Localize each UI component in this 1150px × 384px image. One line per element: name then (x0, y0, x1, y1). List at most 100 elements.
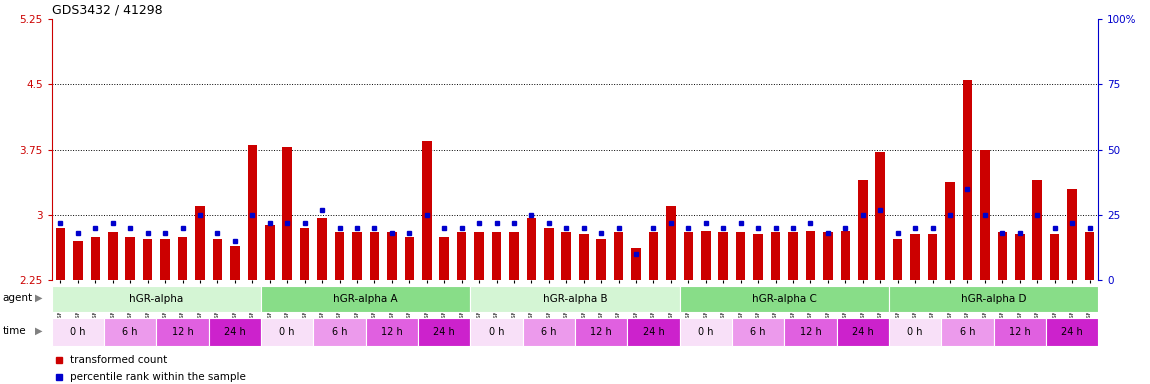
Bar (313, 318, 366, 346)
Bar (858, 180, 867, 280)
Bar (156, 318, 208, 346)
Bar (492, 232, 501, 280)
Bar (470, 286, 680, 311)
Bar (283, 147, 292, 280)
Bar (457, 232, 467, 280)
Bar (561, 232, 572, 280)
Bar (770, 232, 781, 280)
Text: 0 h: 0 h (698, 327, 713, 337)
Bar (352, 232, 362, 280)
Bar (522, 318, 575, 346)
Bar (52, 286, 261, 311)
Bar (911, 234, 920, 280)
Bar (74, 241, 83, 280)
Bar (544, 228, 553, 280)
Bar (422, 141, 431, 280)
Text: agent: agent (2, 293, 32, 303)
Bar (213, 239, 222, 280)
Bar (1050, 234, 1059, 280)
Bar (419, 318, 470, 346)
Bar (474, 232, 484, 280)
Bar (104, 318, 156, 346)
Bar (509, 232, 519, 280)
Bar (317, 218, 327, 280)
Bar (994, 318, 1046, 346)
Bar (91, 237, 100, 280)
Bar (143, 239, 153, 280)
Bar (628, 318, 680, 346)
Text: time: time (2, 326, 26, 336)
Bar (837, 318, 889, 346)
Bar (366, 318, 419, 346)
Bar (1067, 189, 1076, 280)
Text: 0 h: 0 h (279, 327, 294, 337)
Text: hGR-alpha C: hGR-alpha C (752, 293, 816, 304)
Bar (405, 237, 414, 280)
Bar (875, 152, 886, 280)
Text: 12 h: 12 h (799, 327, 821, 337)
Bar (683, 232, 693, 280)
Bar (941, 318, 994, 346)
Text: 24 h: 24 h (224, 327, 246, 337)
Bar (680, 318, 733, 346)
Bar (388, 232, 397, 280)
Bar (261, 318, 313, 346)
Text: 6 h: 6 h (332, 327, 347, 337)
Bar (1084, 232, 1095, 280)
Bar (1015, 234, 1025, 280)
Bar (841, 231, 850, 280)
Bar (788, 232, 798, 280)
Bar (247, 146, 258, 280)
Bar (680, 286, 889, 311)
Text: 24 h: 24 h (643, 327, 665, 337)
Text: 0 h: 0 h (70, 327, 85, 337)
Text: ▶: ▶ (34, 326, 43, 336)
Bar (178, 237, 187, 280)
Bar (963, 80, 972, 280)
Text: 24 h: 24 h (852, 327, 874, 337)
Text: 12 h: 12 h (381, 327, 402, 337)
Text: GDS3432 / 41298: GDS3432 / 41298 (52, 3, 162, 17)
Bar (160, 239, 170, 280)
Bar (892, 239, 903, 280)
Bar (108, 232, 117, 280)
Bar (597, 239, 606, 280)
Text: 6 h: 6 h (960, 327, 975, 337)
Bar (230, 245, 239, 280)
Bar (823, 232, 833, 280)
Bar (666, 206, 676, 280)
Text: percentile rank within the sample: percentile rank within the sample (70, 372, 246, 382)
Bar (736, 232, 745, 280)
Bar (945, 182, 954, 280)
Bar (264, 225, 275, 280)
Text: hGR-alpha B: hGR-alpha B (543, 293, 607, 304)
Text: 0 h: 0 h (907, 327, 922, 337)
Text: hGR-alpha: hGR-alpha (129, 293, 184, 304)
Text: 6 h: 6 h (123, 327, 138, 337)
Bar (335, 232, 344, 280)
Text: 0 h: 0 h (489, 327, 504, 337)
Bar (889, 318, 941, 346)
Bar (980, 150, 990, 280)
Bar (649, 232, 658, 280)
Bar (631, 248, 641, 280)
Bar (702, 231, 711, 280)
Bar (731, 318, 784, 346)
Bar (719, 232, 728, 280)
Text: 24 h: 24 h (434, 327, 455, 337)
Bar (784, 318, 837, 346)
Text: 24 h: 24 h (1061, 327, 1083, 337)
Text: 6 h: 6 h (751, 327, 766, 337)
Bar (578, 234, 589, 280)
Text: 12 h: 12 h (590, 327, 612, 337)
Text: 12 h: 12 h (1009, 327, 1030, 337)
Bar (369, 232, 380, 280)
Bar (928, 234, 937, 280)
Bar (209, 318, 261, 346)
Text: 12 h: 12 h (171, 327, 193, 337)
Text: hGR-alpha A: hGR-alpha A (334, 293, 398, 304)
Bar (470, 318, 523, 346)
Bar (997, 232, 1007, 280)
Bar (261, 286, 470, 311)
Bar (889, 286, 1098, 311)
